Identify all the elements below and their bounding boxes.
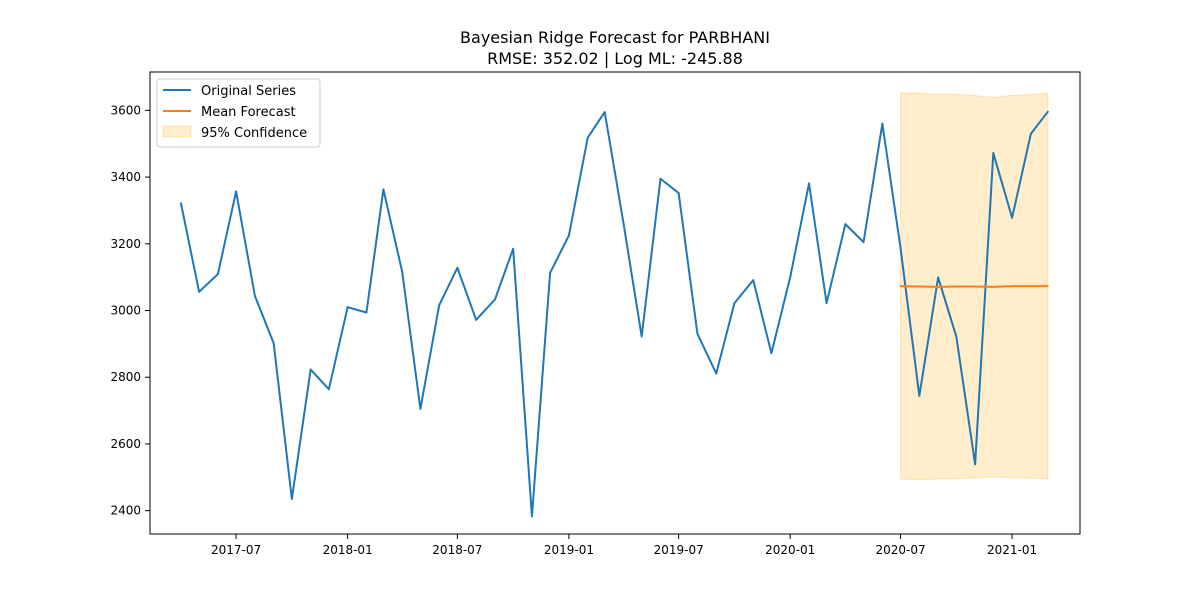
original-series-point	[992, 152, 995, 154]
original-series-point	[862, 241, 865, 244]
y-tick-label: 3200	[110, 237, 141, 251]
original-series-point	[1046, 110, 1049, 113]
x-tick-label: 2018-07	[432, 543, 482, 557]
plot-frame	[149, 71, 1081, 535]
original-series-point	[290, 498, 293, 500]
original-series-point	[494, 298, 496, 301]
mean-forecast-point	[1011, 285, 1013, 288]
legend: Original Series Mean Forecast 95% Confid…	[156, 78, 321, 148]
legend-swatch-confidence	[163, 126, 191, 137]
mean-forecast-point	[918, 285, 921, 288]
original-series-point	[715, 372, 718, 375]
original-series-point	[752, 279, 755, 282]
original-series-point	[253, 294, 256, 297]
original-series-point	[217, 273, 219, 276]
y-axis: 2400 2600 2800 3000 3200 3400 3600	[110, 103, 150, 518]
mean-forecast-point	[1029, 285, 1032, 288]
original-series-point	[309, 368, 312, 371]
x-tick-label: 2019-01	[544, 543, 594, 557]
mean-forecast-point	[955, 285, 958, 288]
original-series-point	[937, 276, 940, 279]
mean-forecast-point	[1046, 285, 1049, 288]
original-series-point	[881, 122, 884, 125]
original-series-point	[327, 388, 330, 391]
legend-label-original: Original Series	[201, 84, 296, 99]
original-series-point	[419, 408, 422, 410]
original-series-point	[603, 111, 606, 113]
x-tick-label: 2020-07	[875, 543, 925, 557]
original-series-point	[586, 136, 589, 139]
original-series-point	[733, 302, 736, 305]
mean-forecast-point	[974, 285, 977, 288]
original-series-point	[475, 318, 478, 321]
original-series-point	[235, 190, 237, 193]
original-series-point	[659, 177, 662, 180]
legend-box	[156, 78, 321, 148]
original-series-point	[677, 192, 680, 194]
y-tick-label: 3400	[110, 170, 141, 184]
original-series-point	[272, 342, 275, 345]
x-tick-label: 2021-01	[987, 543, 1037, 557]
y-tick-label: 2400	[110, 504, 141, 518]
mean-forecast-point	[937, 285, 940, 288]
mean-forecast-point	[992, 285, 995, 288]
original-series-point	[401, 270, 404, 273]
original-series-point	[346, 306, 349, 309]
original-series-point	[198, 290, 201, 293]
x-tick-label: 2019-07	[654, 543, 704, 557]
chart-title: Bayesian Ridge Forecast for PARBHANI	[460, 28, 770, 47]
original-series-point	[1011, 216, 1013, 219]
x-tick-label: 2020-01	[765, 543, 815, 557]
original-series-point	[1029, 132, 1032, 135]
x-tick-label: 2017-07	[211, 543, 261, 557]
original-series-line	[179, 111, 1049, 518]
x-tick-label: 2018-01	[323, 543, 373, 557]
original-series-point	[456, 266, 459, 269]
original-series-point	[770, 352, 773, 355]
original-series-point	[899, 247, 902, 250]
y-tick-label: 3000	[110, 304, 141, 318]
original-series-point	[549, 271, 552, 274]
x-axis: 2017-07 2018-01 2018-07 2019-01 2019-07 2020-…	[211, 534, 1037, 557]
original-series-point	[789, 276, 792, 279]
original-series-point	[365, 311, 368, 314]
original-series-point	[382, 188, 385, 191]
original-series-point	[568, 234, 570, 237]
y-tick-label: 3600	[110, 103, 141, 117]
original-series-point	[512, 247, 515, 250]
chart-subtitle: RMSE: 352.02 | Log ML: -245.88	[487, 49, 743, 68]
y-tick-label: 2800	[110, 370, 141, 384]
original-series-point	[974, 463, 977, 466]
y-tick-label: 2600	[110, 437, 141, 451]
mean-forecast-line	[900, 285, 1048, 288]
legend-label-mean: Mean Forecast	[201, 105, 296, 120]
plot-area	[179, 92, 1049, 518]
original-series-point	[531, 515, 533, 518]
original-series-point	[955, 335, 958, 338]
original-series-point	[808, 182, 810, 185]
original-series-point	[640, 335, 643, 338]
series-line-layer	[179, 110, 1049, 518]
mean-forecast-point	[899, 285, 902, 288]
original-series-point	[825, 302, 828, 305]
original-series-point	[180, 202, 182, 204]
original-series-point	[918, 395, 921, 397]
original-series-point	[438, 304, 441, 307]
original-series-point	[622, 222, 625, 225]
original-series-point	[844, 223, 847, 226]
legend-swatch-confidence-edge	[162, 125, 192, 138]
legend-label-confidence: 95% Confidence	[201, 126, 307, 141]
original-series-point	[696, 332, 699, 335]
